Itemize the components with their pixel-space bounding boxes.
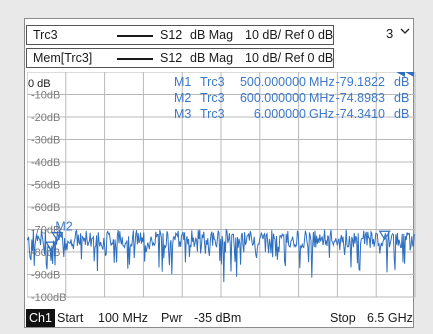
y-tick-label: -40dB bbox=[31, 157, 60, 169]
y-tick-label: -100dB bbox=[31, 292, 66, 304]
trace-format: dB Mag bbox=[190, 51, 234, 65]
marker-trace: Trc3 bbox=[200, 91, 225, 105]
y-tick-label: -20dB bbox=[31, 112, 60, 124]
marker-value: -74.8983 bbox=[336, 91, 385, 105]
marker-value: -74.3410 bbox=[336, 107, 385, 121]
channel-status-bar: Ch1 Start 100 MHz Pwr -35 dBm Stop 6.5 G… bbox=[24, 307, 414, 329]
marker-vunit: dB bbox=[394, 91, 409, 105]
grid bbox=[27, 72, 416, 298]
marker-readouts: M1 Trc3 500.000000 MHz -79.1822 dB M2 Trc3 600.0… bbox=[174, 75, 409, 121]
marker-vunit: dB bbox=[394, 75, 409, 89]
y-tick-label: -90dB bbox=[31, 270, 60, 282]
trace-scale: 10 dB/ Ref 0 dB bbox=[245, 28, 334, 42]
trace-scale: 10 dB/ Ref 0 dB bbox=[245, 51, 334, 65]
ref-level-arrow-icon[interactable] bbox=[396, 72, 414, 77]
marker-flag-label: M2 bbox=[55, 220, 72, 234]
y-ref-label: 0 dB bbox=[28, 78, 51, 90]
marker-triangle-icon[interactable] bbox=[51, 231, 64, 242]
y-tick-label: -60dB bbox=[31, 202, 60, 214]
trace-name: Trc3 bbox=[33, 28, 58, 42]
marker-trace: Trc3 bbox=[200, 107, 225, 121]
chevron-down-icon[interactable] bbox=[399, 25, 411, 40]
y-tick-label: -50dB bbox=[31, 180, 60, 192]
window-number: 3 bbox=[386, 26, 394, 41]
power-value[interactable]: -35 dBm bbox=[194, 311, 242, 325]
start-label: Start bbox=[57, 311, 84, 325]
trace-row-trc3[interactable]: Trc3 S12 dB Mag 10 dB/ Ref 0 dB bbox=[26, 25, 334, 45]
marker-freq: 600.000000 bbox=[240, 91, 306, 105]
trace-window bbox=[24, 18, 414, 328]
trace-line-swatch bbox=[117, 35, 153, 37]
trace-name: Mem[Trc3] bbox=[33, 51, 93, 65]
trace-line-swatch bbox=[117, 58, 153, 60]
trace-format: dB Mag bbox=[190, 28, 234, 42]
y-tick-label: -30dB bbox=[31, 135, 60, 147]
marker-unit: MHz bbox=[309, 75, 335, 89]
y-tick-label: -10dB bbox=[31, 90, 60, 102]
marker-vunit: dB bbox=[394, 107, 409, 121]
marker-triangle-icon[interactable] bbox=[378, 230, 391, 241]
marker-trace: Trc3 bbox=[200, 75, 225, 89]
stop-label: Stop bbox=[330, 311, 356, 325]
marker-id: M3 bbox=[174, 107, 191, 121]
y-axis-labels: -10dB-20dB-30dB-40dB-50dB-60dB-70dB-80dB… bbox=[31, 90, 66, 305]
marker-id: M1 bbox=[174, 75, 191, 89]
marker-unit: GHz bbox=[309, 107, 334, 121]
trace-diagram[interactable]: -10dB-20dB-30dB-40dB-50dB-60dB-70dB-80dB… bbox=[27, 72, 417, 307]
channel-badge[interactable]: Ch1 bbox=[26, 309, 55, 327]
marker-freq: 6.000000 bbox=[254, 107, 306, 121]
marker-freq: 500.000000 bbox=[240, 75, 306, 89]
start-value[interactable]: 100 MHz bbox=[98, 311, 149, 325]
power-label: Pwr bbox=[161, 311, 183, 325]
marker-triangle-icon[interactable] bbox=[45, 241, 58, 252]
stop-value[interactable]: 6.5 GHz bbox=[367, 311, 413, 325]
trace-line bbox=[27, 228, 415, 283]
marker-value: -79.1822 bbox=[336, 75, 385, 89]
marker-symbols: M2 bbox=[45, 220, 391, 252]
trace-param: S12 bbox=[160, 51, 183, 65]
marker-id: M2 bbox=[174, 91, 191, 105]
marker-unit: MHz bbox=[309, 91, 335, 105]
trace-row-mem-trc3[interactable]: Mem[Trc3] S12 dB Mag 10 dB/ Ref 0 dB bbox=[26, 48, 334, 68]
trace-param: S12 bbox=[160, 28, 183, 42]
